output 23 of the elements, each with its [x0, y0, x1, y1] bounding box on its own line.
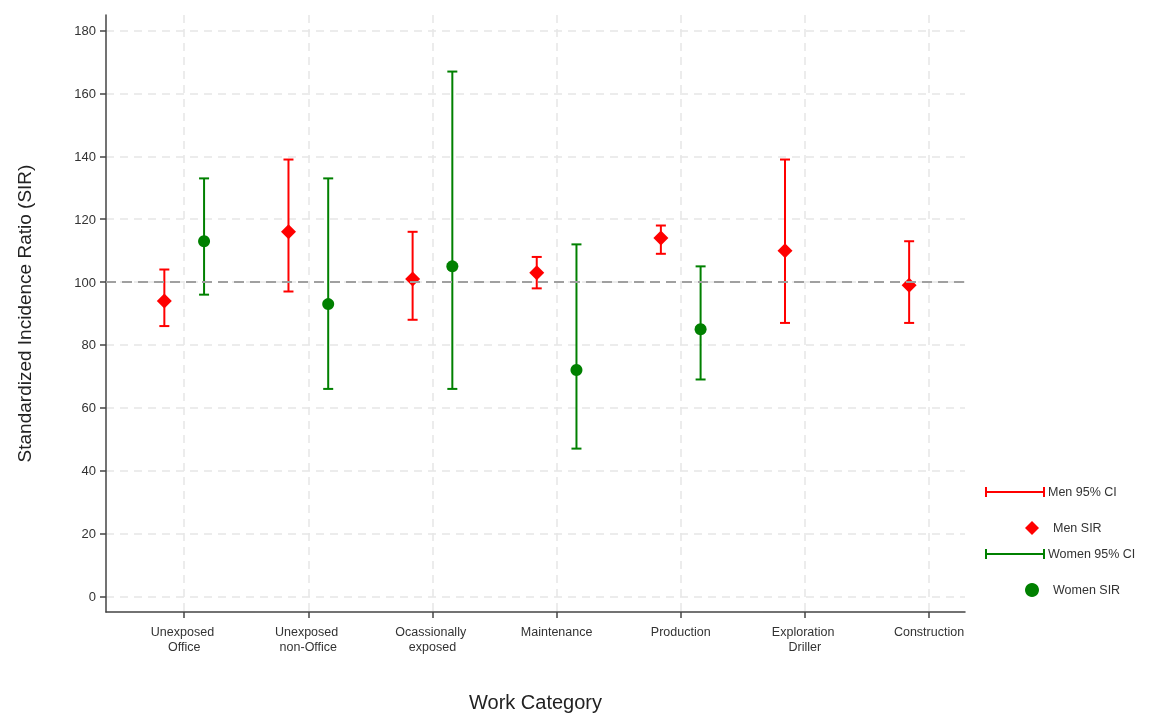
y-tick-label: 80 [81, 337, 96, 353]
legend-label: Men SIR [1053, 521, 1102, 535]
y-tick-label: 40 [81, 463, 96, 479]
text: Men 95% CI [1048, 485, 1117, 499]
x-tick-label: Production [650, 624, 711, 639]
y-tick-label: 100 [74, 274, 96, 290]
x-tick-label: Unexposed Office [150, 624, 218, 654]
x-tick-label: Exploration Driller [771, 624, 838, 654]
y-tick-label: 180 [74, 23, 96, 39]
x-tick-label: Ocassionally exposed [395, 624, 470, 654]
x-axis-title: Work Category [468, 691, 603, 713]
y-tick-label: 20 [81, 525, 96, 541]
x-tick-label: Maintenance [520, 624, 593, 639]
x-tick-label: Unexposed non-Office [274, 624, 342, 654]
legend-label: Women SIR [1053, 583, 1121, 597]
y-tick-label: 160 [74, 86, 96, 102]
text: Women 95% CI [1048, 547, 1136, 561]
x-tick-label: Construction [893, 624, 965, 639]
y-tick-label: 140 [74, 148, 96, 164]
y-tick-label: 60 [81, 400, 96, 416]
y-tick-label: 0 [88, 588, 96, 604]
y-axis-title: Standardized Incidence Ratio (SIR) [14, 164, 35, 463]
y-tick-label: 120 [74, 211, 96, 227]
